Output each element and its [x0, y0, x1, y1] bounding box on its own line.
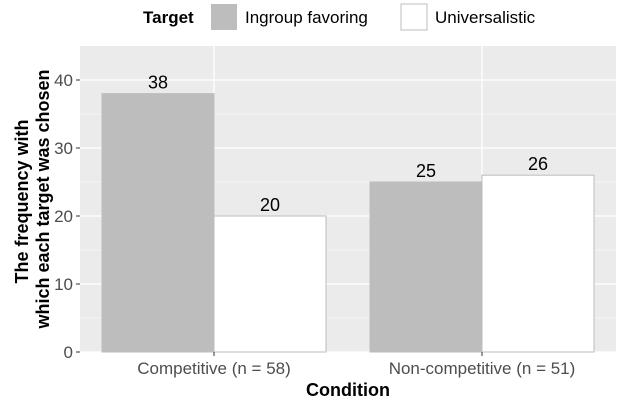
bar-value-label: 38: [148, 73, 168, 93]
y-tick-label: 40: [54, 71, 73, 90]
bar-universalistic: [481, 174, 595, 353]
legend-swatch-universalistic: [400, 3, 428, 31]
legend: Target Ingroup favoring Universalistic: [143, 3, 536, 31]
y-axis-title-line-1: The frequency with: [12, 119, 32, 283]
y-axis: 0 10 20 30 40: [54, 71, 80, 362]
x-axis-title: Condition: [306, 380, 390, 400]
x-tick-label: Competitive (n = 58): [137, 359, 291, 378]
legend-label-ingroup-favoring: Ingroup favoring: [245, 8, 368, 27]
bar-ingroup-favoring: [369, 181, 483, 353]
y-tick-label: 30: [54, 139, 73, 158]
bar-value-label: 20: [260, 195, 280, 215]
x-axis: Competitive (n = 58) Non-competitive (n =…: [137, 352, 575, 378]
y-tick-label: 20: [54, 207, 73, 226]
y-axis-title: The frequency with which each target was…: [12, 69, 53, 329]
legend-label-universalistic: Universalistic: [435, 8, 536, 27]
bar-ingroup-favoring: [101, 93, 215, 353]
bar-universalistic: [213, 215, 327, 353]
bar-value-labels: 38 25 20 26: [148, 73, 548, 215]
y-axis-title-line-2: which each target was chosen: [33, 69, 53, 329]
y-tick-label: 10: [54, 275, 73, 294]
bars: [101, 93, 595, 353]
y-tick-label: 0: [64, 343, 73, 362]
bar-value-label: 26: [528, 154, 548, 174]
legend-title: Target: [143, 8, 194, 27]
legend-swatch-ingroup-favoring: [211, 4, 237, 30]
x-tick-label: Non-competitive (n = 51): [389, 359, 576, 378]
bar-value-label: 25: [416, 161, 436, 181]
